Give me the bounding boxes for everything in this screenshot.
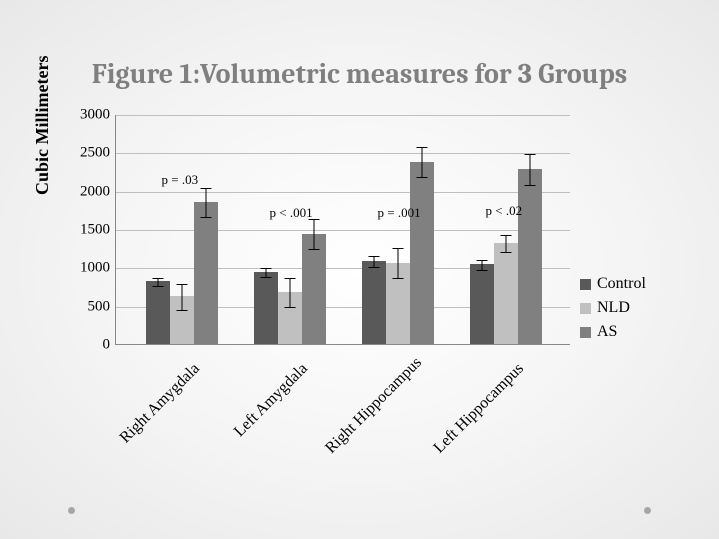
decorative-dot (68, 507, 75, 514)
x-tick-label: Right Amygdala (106, 360, 204, 458)
error-bar (313, 219, 314, 250)
y-tick-label: 2000 (70, 183, 110, 200)
legend-swatch (580, 327, 591, 338)
bar (194, 202, 218, 344)
chart: Cubic Millimeters 0500100015002000250030… (50, 115, 670, 505)
x-tick-label: Right Hippocampus (322, 360, 420, 458)
p-value-label: p = .001 (378, 205, 421, 221)
legend-item: AS (580, 323, 646, 341)
y-tick-label: 1500 (70, 222, 110, 239)
legend-label: NLD (597, 299, 630, 317)
bar (410, 162, 434, 344)
error-bar (481, 260, 482, 271)
decorative-dot (644, 507, 651, 514)
x-tick-label: Left Amygdala (214, 360, 312, 458)
error-bar (397, 248, 398, 279)
y-axis-label: Cubic Millimeters (32, 56, 53, 195)
p-value-label: p < .02 (486, 203, 523, 219)
legend-swatch (580, 279, 591, 290)
bar (470, 264, 494, 344)
error-bar (157, 278, 158, 287)
y-tick-label: 500 (70, 298, 110, 315)
plot-area: 050010001500200025003000p = .03p < .001p… (115, 115, 570, 345)
legend-item: Control (580, 275, 646, 293)
bar (362, 261, 386, 344)
p-value-label: p < .001 (270, 205, 313, 221)
error-bar (421, 147, 422, 178)
error-bar (265, 268, 266, 277)
y-tick-label: 3000 (70, 107, 110, 124)
bar (494, 243, 518, 344)
legend-swatch (580, 303, 591, 314)
y-tick-label: 0 (70, 337, 110, 354)
bar (146, 281, 170, 344)
bar (518, 169, 542, 344)
legend-label: AS (597, 323, 617, 341)
legend: Control NLD AS (580, 275, 646, 347)
error-bar (505, 235, 506, 253)
error-bar (205, 188, 206, 219)
error-bar (373, 256, 374, 268)
figure-title: Figure 1:Volumetric measures for 3 Group… (0, 0, 719, 90)
bar (302, 234, 326, 344)
error-bar (181, 284, 182, 312)
error-bar (289, 278, 290, 309)
legend-label: Control (597, 275, 646, 293)
y-tick-label: 1000 (70, 260, 110, 277)
legend-item: NLD (580, 299, 646, 317)
bar (254, 272, 278, 344)
x-tick-label: Left Hippocampus (430, 360, 528, 458)
error-bar (529, 154, 530, 186)
y-tick-label: 2500 (70, 145, 110, 162)
p-value-label: p = .03 (162, 172, 199, 188)
